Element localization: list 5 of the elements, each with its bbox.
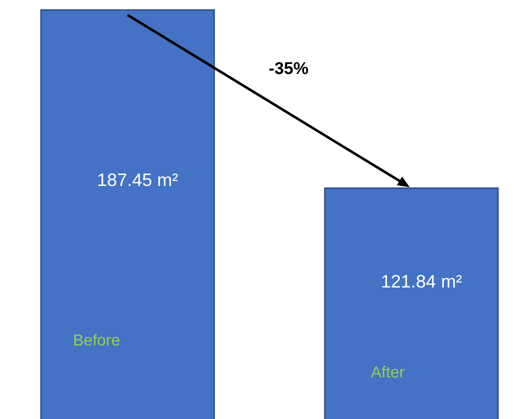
data-label: 187.45 m² [97, 170, 178, 190]
x-tick-label: Before [73, 332, 120, 350]
x-tick-label: After [370, 364, 406, 382]
annotation: -35% [268, 59, 308, 78]
data-label: 121.84 m² [380, 271, 462, 292]
